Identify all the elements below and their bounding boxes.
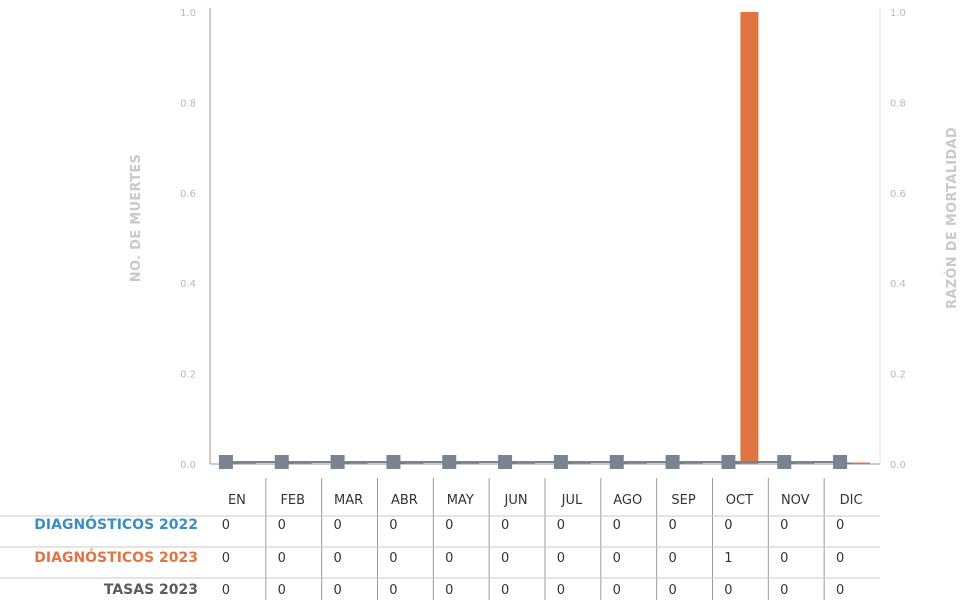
category-label: AGO <box>613 493 642 508</box>
bar-diagnosticos-2023 <box>628 462 647 464</box>
table-cell: 0 <box>668 583 676 598</box>
table-cell: 0 <box>613 583 621 598</box>
rate-marker <box>442 455 457 469</box>
y2-tick-label: 0.8 <box>890 98 906 109</box>
table-cell: 0 <box>222 583 230 598</box>
table-cell: 0 <box>724 518 732 533</box>
table-cell: 0 <box>836 551 844 566</box>
table-cell: 0 <box>724 583 732 598</box>
bar-diagnosticos-2023 <box>852 462 871 464</box>
category-label: NOV <box>781 493 810 508</box>
rate-marker <box>330 455 345 469</box>
table-cell: 0 <box>557 583 565 598</box>
category-label: SEP <box>671 493 695 508</box>
y2-axis-title: RAZÓN DE MORTALIDAD <box>944 127 960 309</box>
bar-diagnosticos-2023 <box>293 462 312 464</box>
table-cell: 0 <box>501 551 509 566</box>
y2-tick-label: 0.2 <box>890 370 906 381</box>
rate-series <box>218 455 848 469</box>
bar-series <box>219 12 871 464</box>
table-cell: 0 <box>278 583 286 598</box>
chart-axes <box>209 8 881 465</box>
category-label: JUL <box>561 493 583 508</box>
table-cell: 0 <box>222 551 230 566</box>
table-cell: 0 <box>389 551 397 566</box>
table-cell: 0 <box>780 518 788 533</box>
table-cell: 0 <box>389 518 397 533</box>
y-tick-label: 0.6 <box>180 189 196 200</box>
table-cell: 0 <box>445 583 453 598</box>
y2-tick-label: 1.0 <box>890 8 906 19</box>
y-tick-label: 0.0 <box>180 460 196 471</box>
bar-diagnosticos-2023 <box>349 462 368 464</box>
bar-diagnosticos-2023 <box>796 462 815 464</box>
y-tick-label: 0.2 <box>180 370 196 381</box>
category-label: JUN <box>504 493 528 508</box>
category-label: DIC <box>840 493 863 508</box>
y-tick-label: 0.4 <box>180 279 196 290</box>
table-cell: 0 <box>836 583 844 598</box>
y-tick-label: 1.0 <box>180 8 196 19</box>
rate-marker <box>553 455 568 469</box>
bar-diagnosticos-2023 <box>237 462 256 464</box>
table-cell: 0 <box>557 518 565 533</box>
table-cell: 0 <box>333 583 341 598</box>
table-cell: 0 <box>278 551 286 566</box>
category-label: ABR <box>391 493 418 508</box>
y2-tick-label: 0.4 <box>890 279 906 290</box>
bar-diagnosticos-2023 <box>684 462 703 464</box>
y-axis-title: NO. DE MUERTES <box>129 154 144 282</box>
table-cell: 0 <box>557 551 565 566</box>
table-cell: 0 <box>333 518 341 533</box>
table-cell: 0 <box>668 518 676 533</box>
bar-diagnosticos-2023 <box>517 462 536 464</box>
y2-tick-label: 0.0 <box>890 460 906 471</box>
table-cell: 0 <box>389 583 397 598</box>
category-label: MAY <box>447 493 474 508</box>
table-cell: 0 <box>445 551 453 566</box>
table-cell: 0 <box>501 583 509 598</box>
table-cell: 0 <box>613 551 621 566</box>
category-label: MAR <box>334 493 363 508</box>
rate-marker <box>665 455 680 469</box>
rate-marker <box>386 455 401 469</box>
bar-diagnosticos-2023 <box>461 462 480 464</box>
rate-marker <box>721 455 736 469</box>
table-cell: 0 <box>222 518 230 533</box>
bar-diagnosticos-2023 <box>405 462 424 464</box>
category-label: EN <box>228 493 246 508</box>
table-row-label: DIAGNÓSTICOS 2022 <box>34 515 198 533</box>
y-tick-label: 0.8 <box>180 98 196 109</box>
table-cell: 0 <box>780 551 788 566</box>
table-cell: 0 <box>836 518 844 533</box>
table-row-label: DIAGNÓSTICOS 2023 <box>34 548 198 566</box>
table-cell: 0 <box>501 518 509 533</box>
table-row-label: TASAS 2023 <box>104 582 198 598</box>
rate-marker <box>274 455 289 469</box>
table-cell: 0 <box>445 518 453 533</box>
rate-marker <box>218 455 233 469</box>
category-label: OCT <box>726 493 753 508</box>
rate-marker <box>777 455 792 469</box>
y2-tick-label: 0.6 <box>890 189 906 200</box>
category-label: FEB <box>280 493 305 508</box>
rate-marker <box>609 455 624 469</box>
table-cell: 1 <box>724 551 732 566</box>
bar-diagnosticos-2023 <box>740 12 759 464</box>
rate-marker <box>498 455 513 469</box>
table-cell: 0 <box>780 583 788 598</box>
rate-marker <box>833 455 848 469</box>
data-table: EN FEB MAR ABR MAY JUN JUL AGO SEP OCT NOV DIC DIAGN… <box>0 478 880 600</box>
bar-diagnosticos-2023 <box>572 462 591 464</box>
table-cell: 0 <box>613 518 621 533</box>
table-cell: 0 <box>668 551 676 566</box>
table-cell: 0 <box>333 551 341 566</box>
table-cell: 0 <box>278 518 286 533</box>
tick-labels: 0.0 0.2 0.4 0.6 0.8 1.0 0.0 0.2 0.4 0.6 0.8 1.0 <box>180 8 906 471</box>
